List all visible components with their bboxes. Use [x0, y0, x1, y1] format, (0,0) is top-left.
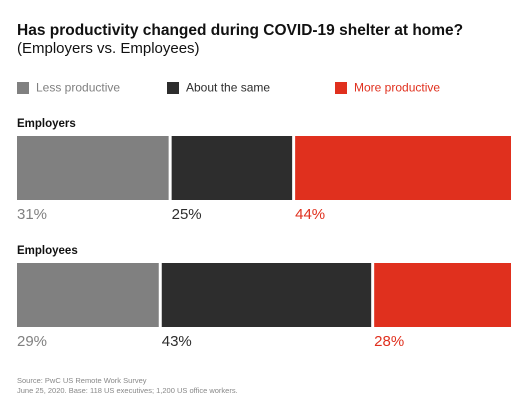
value-label: 25% [172, 206, 202, 223]
category-label: Employers [17, 118, 76, 130]
bar-segment [17, 263, 159, 327]
legend-swatch [167, 82, 179, 94]
value-label: 28% [374, 333, 404, 350]
bar-segment [161, 263, 372, 327]
bar-segment [295, 136, 511, 200]
source: Source: PwC US Remote Work Survey [17, 376, 147, 385]
legend-label: Less productive [36, 81, 120, 95]
bar-segment [171, 136, 293, 200]
value-label: 44% [295, 206, 325, 223]
chart-title: Has productivity changed during COVID-19… [17, 22, 463, 39]
category-label: Employees [17, 245, 78, 257]
note: June 25, 2020. Base: 118 US executives; … [17, 386, 238, 395]
value-label: 31% [17, 206, 47, 223]
legend-swatch [17, 82, 29, 94]
bar-segment [17, 136, 169, 200]
value-label: 29% [17, 333, 47, 350]
value-label: 43% [162, 333, 192, 350]
legend-label: About the same [186, 81, 270, 95]
legend-label: More productive [354, 81, 440, 95]
chart-subtitle: (Employers vs. Employees) [17, 40, 200, 57]
bar-segment [374, 263, 511, 327]
legend-swatch [335, 82, 347, 94]
